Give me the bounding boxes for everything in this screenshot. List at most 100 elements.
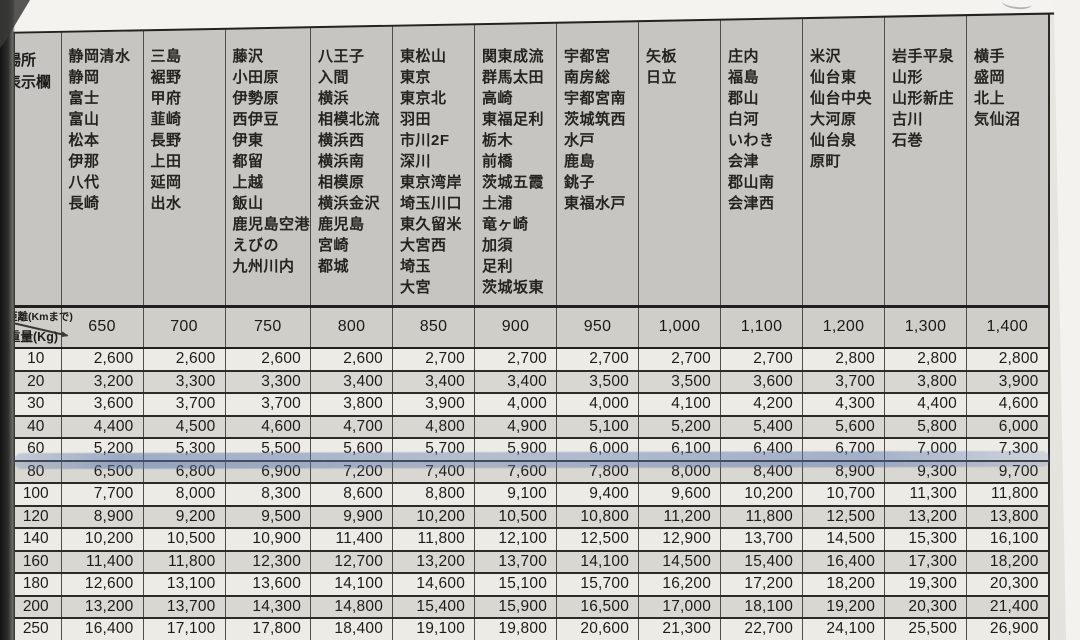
city-name: 出水 xyxy=(150,195,182,212)
distance-header: 1,000 xyxy=(638,304,721,349)
rate-cell: 14,500 xyxy=(802,527,885,551)
distance-header: 1,100 xyxy=(720,304,803,349)
city-name: 大宮 xyxy=(400,279,432,296)
rate-row: 120 8,900 9,200 9,500 9,900 10,200 10,500 10,80… xyxy=(14,504,1049,528)
city-name: 九州川内 xyxy=(232,258,295,275)
rate-cell: 13,200 xyxy=(392,549,475,573)
city-name: 日立 xyxy=(646,69,678,86)
rate-cell: 4,600 xyxy=(224,414,311,438)
city-name: 西伊豆 xyxy=(232,111,280,128)
rate-cell: 17,200 xyxy=(720,572,803,596)
city-name: 北上 xyxy=(974,90,1006,107)
city-name: 関東成流 xyxy=(482,48,545,65)
rate-cell: 12,700 xyxy=(310,549,393,573)
city-name: 裾野 xyxy=(150,69,182,86)
station-header-line2: 表示欄 xyxy=(14,74,52,91)
freight-rate-table: 場所 表示欄 静岡清水静岡富士富山松本伊那八代長崎三島裾野甲府韮崎長野上田延岡出… xyxy=(7,0,1050,640)
city-name: 東京湾岸 xyxy=(400,174,463,191)
rate-row: 250 16,400 17,100 17,800 18,400 19,100 19,800 2… xyxy=(14,617,1049,640)
rate-cell: 2,700 xyxy=(474,347,557,371)
rate-cell: 26,900 xyxy=(966,617,1049,640)
region-column-1: 静岡清水 静岡 富士 富山 松本 伊那 八代 長崎 xyxy=(60,0,143,306)
rate-cell: 9,200 xyxy=(142,504,225,528)
weight-label: 10 xyxy=(14,347,61,371)
rate-cell: 3,600 xyxy=(60,392,143,416)
rate-cell: 3,500 xyxy=(638,369,721,393)
rate-cell: 4,000 xyxy=(474,392,557,416)
rate-row: 180 12,600 13,100 13,600 14,100 14,600 15,100 1… xyxy=(14,572,1049,596)
city-name: 宇都宮南 xyxy=(564,90,627,107)
region-column-6: 関東成流 群馬太田 高崎 東福足利 栃木 前橋 茨城五霞 土浦 竜ヶ崎 加須 足利 茨城坂東 xyxy=(474,0,557,306)
station-column-header: 場所 表示欄 xyxy=(14,0,61,306)
rate-cell: 10,500 xyxy=(474,504,557,528)
rate-cell: 8,900 xyxy=(60,504,143,528)
rate-cell: 2,600 xyxy=(142,347,225,371)
rate-cell: 18,100 xyxy=(720,594,803,618)
city-name: 石巻 xyxy=(892,132,924,149)
rate-cell: 3,400 xyxy=(474,369,557,393)
city-name: 横浜金沢 xyxy=(318,195,381,212)
distance-header: 850 xyxy=(392,304,475,349)
city-name: 群馬太田 xyxy=(482,69,545,86)
city-name: 三島 xyxy=(150,48,182,65)
city-name: 横手 xyxy=(974,48,1006,65)
rate-cell: 14,100 xyxy=(310,572,393,596)
region-column-8: 矢板 日立 xyxy=(638,0,721,306)
rate-cell: 2,700 xyxy=(638,347,721,371)
rate-cell: 19,800 xyxy=(474,617,557,640)
distance-header: 1,200 xyxy=(802,304,885,349)
city-name: 福島 xyxy=(728,69,760,86)
city-name: 東京 xyxy=(400,69,432,86)
rate-cell: 15,400 xyxy=(720,549,803,573)
rate-cell: 16,200 xyxy=(638,572,721,596)
city-name: 会津西 xyxy=(728,195,775,212)
city-name: 延岡 xyxy=(150,174,182,191)
rate-cell: 2,800 xyxy=(966,347,1049,371)
rate-cell: 3,700 xyxy=(802,369,885,393)
weight-label: 200 xyxy=(14,594,61,618)
rate-cell: 4,700 xyxy=(310,414,393,438)
corner-distance-label: 距離(Kmまで) xyxy=(7,310,73,323)
rate-row: 100 7,700 8,000 8,300 8,600 8,800 9,100 9,400 9,… xyxy=(14,482,1049,506)
city-name: 東京北 xyxy=(400,90,447,107)
rate-cell: 5,100 xyxy=(556,414,639,438)
city-name: 会津 xyxy=(728,153,760,170)
rate-cell: 3,900 xyxy=(392,392,475,416)
rate-cell: 19,100 xyxy=(392,617,475,640)
rate-cell: 11,800 xyxy=(720,504,803,528)
city-name: 鹿児島 xyxy=(318,216,365,233)
city-name: 横浜 xyxy=(318,90,350,107)
city-name: 大河原 xyxy=(810,111,857,128)
city-name: 埼玉 xyxy=(400,258,432,275)
rate-cell: 8,600 xyxy=(310,482,393,506)
city-name: 水戸 xyxy=(564,132,596,149)
city-name: 富士 xyxy=(68,90,100,107)
city-name: 上越 xyxy=(232,174,264,191)
rate-cell: 12,600 xyxy=(60,572,143,596)
rate-row: 10 2,600 2,600 2,600 2,600 2,700 2,700 2,700 2,7… xyxy=(14,347,1049,371)
rate-cell: 20,300 xyxy=(966,572,1049,596)
rate-cell: 13,800 xyxy=(966,504,1049,528)
city-name: 茨城五霞 xyxy=(482,174,545,191)
rate-cell: 4,100 xyxy=(638,392,721,416)
city-name: 静岡清水 xyxy=(68,48,131,65)
weight-label: 160 xyxy=(14,549,61,573)
city-name: 山形 xyxy=(892,69,924,86)
rate-cell: 18,200 xyxy=(966,549,1049,573)
city-name: 足利 xyxy=(482,258,514,275)
region-column-10: 米沢 仙台東 仙台中央 大河原 仙台泉 原町 xyxy=(802,0,885,306)
rate-cell: 8,300 xyxy=(224,482,311,506)
rate-cell: 6,000 xyxy=(966,414,1049,438)
rate-cell: 3,900 xyxy=(966,369,1049,393)
rate-cell: 15,700 xyxy=(556,572,639,596)
rate-cell: 5,400 xyxy=(720,414,803,438)
city-name: 飯山 xyxy=(232,195,264,212)
city-name: 横浜南 xyxy=(318,153,365,170)
station-header-line1: 場所 xyxy=(14,52,37,69)
rate-cell: 13,200 xyxy=(884,504,967,528)
distance-header: 1,400 xyxy=(966,304,1049,349)
rate-cell: 4,600 xyxy=(966,392,1049,416)
distance-header: 650 xyxy=(60,304,143,349)
city-name: 八代 xyxy=(68,174,100,191)
